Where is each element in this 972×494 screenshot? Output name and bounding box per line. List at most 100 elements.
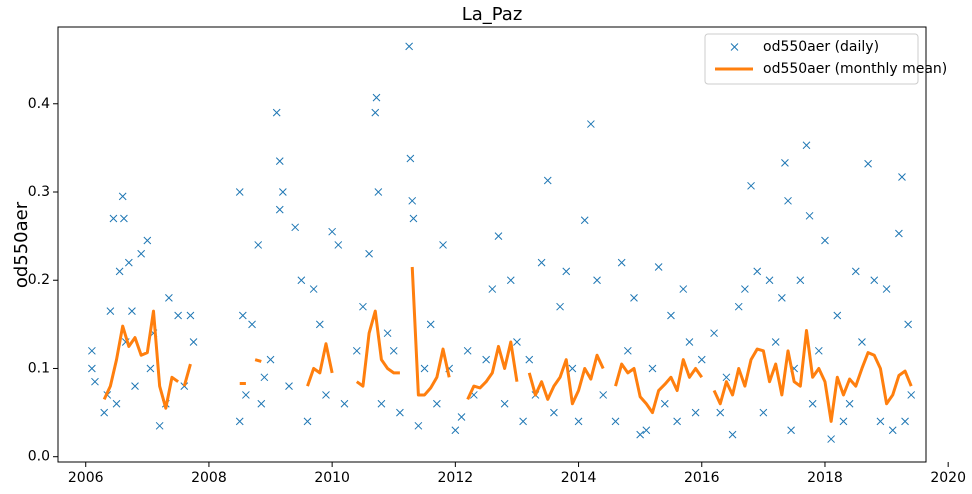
daily-marker bbox=[322, 391, 330, 399]
daily-marker bbox=[870, 276, 879, 285]
plot-frame bbox=[57, 26, 927, 463]
daily-marker bbox=[275, 205, 284, 214]
daily-marker bbox=[115, 267, 124, 276]
daily-marker bbox=[372, 93, 381, 102]
daily-marker bbox=[519, 417, 527, 426]
daily-marker bbox=[611, 417, 620, 426]
daily-marker bbox=[254, 241, 263, 249]
daily-marker bbox=[409, 214, 418, 223]
daily-marker bbox=[383, 329, 392, 338]
daily-marker bbox=[155, 421, 164, 430]
daily-marker bbox=[352, 346, 361, 355]
chart-title: La_Paz bbox=[462, 4, 523, 25]
daily-marker bbox=[506, 276, 515, 285]
daily-marker bbox=[494, 232, 503, 240]
daily-marker bbox=[898, 173, 906, 181]
daily-marker bbox=[805, 211, 814, 220]
daily-marker bbox=[297, 276, 306, 285]
daily-marker bbox=[309, 285, 318, 293]
daily-marker bbox=[365, 249, 373, 258]
daily-marker bbox=[371, 108, 380, 117]
daily-marker bbox=[374, 188, 383, 196]
daily-marker bbox=[131, 382, 139, 390]
daily-marker bbox=[235, 188, 244, 196]
daily-marker bbox=[88, 346, 96, 355]
daily-marker bbox=[260, 373, 269, 382]
x-tick-label: 2006 bbox=[68, 470, 104, 486]
daily-marker bbox=[882, 285, 891, 293]
daily-marker bbox=[303, 417, 312, 426]
daily-marker bbox=[406, 154, 415, 163]
daily-marker bbox=[808, 399, 817, 408]
daily-marker bbox=[279, 188, 287, 196]
y-tick-label: 0.3 bbox=[28, 184, 50, 200]
daily-marker bbox=[100, 408, 109, 417]
daily-marker bbox=[787, 426, 795, 435]
daily-marker bbox=[679, 285, 688, 293]
daily-marker bbox=[257, 399, 266, 408]
daily-marker bbox=[165, 294, 173, 302]
y-tick-label: 0.0 bbox=[28, 449, 50, 465]
daily-marker bbox=[128, 307, 136, 315]
daily-marker bbox=[174, 311, 182, 320]
daily-marker bbox=[904, 320, 912, 329]
daily-marker bbox=[396, 408, 404, 417]
daily-marker bbox=[285, 382, 293, 390]
daily-marker bbox=[389, 346, 398, 355]
daily-marker bbox=[747, 181, 755, 190]
daily-marker bbox=[587, 120, 595, 128]
daily-marker bbox=[439, 241, 447, 249]
daily-marker bbox=[593, 276, 601, 285]
y-tick-label: 0.2 bbox=[28, 272, 50, 288]
daily-marker bbox=[876, 417, 885, 426]
daily-marker bbox=[463, 346, 472, 355]
daily-marker bbox=[500, 399, 509, 408]
daily-marker bbox=[426, 320, 435, 329]
monthly-mean-line bbox=[102, 266, 913, 423]
daily-marker bbox=[648, 364, 657, 373]
daily-marker bbox=[420, 364, 429, 373]
daily-marker bbox=[765, 276, 774, 285]
daily-marker bbox=[451, 426, 460, 435]
daily-marker bbox=[106, 307, 115, 315]
daily-marker bbox=[728, 430, 737, 439]
daily-marker bbox=[242, 391, 250, 399]
daily-marker bbox=[580, 216, 589, 225]
daily-marker bbox=[291, 223, 300, 232]
x-tick-label: 2012 bbox=[438, 470, 474, 486]
daily-marker bbox=[568, 364, 577, 373]
legend-label: od550aer (daily) bbox=[763, 39, 879, 55]
daily-marker bbox=[623, 346, 632, 355]
daily-marker bbox=[238, 311, 247, 320]
daily-marker bbox=[802, 141, 811, 150]
daily-marker bbox=[433, 399, 441, 408]
daily-marker bbox=[864, 159, 872, 168]
daily-marker bbox=[895, 229, 903, 238]
daily-marker bbox=[562, 267, 571, 276]
daily-marker bbox=[685, 338, 694, 346]
daily-marker bbox=[858, 338, 866, 346]
y-tick-label: 0.4 bbox=[28, 96, 50, 112]
daily-marker bbox=[405, 42, 413, 51]
x-tick-label: 2014 bbox=[561, 470, 597, 486]
daily-marker bbox=[851, 267, 860, 276]
daily-marker bbox=[814, 346, 823, 355]
daily-marker bbox=[143, 236, 152, 245]
x-tick-label: 2020 bbox=[930, 470, 966, 486]
x-tick-label: 2010 bbox=[314, 470, 350, 486]
daily-marker bbox=[777, 294, 786, 302]
daily-marker bbox=[120, 214, 128, 223]
daily-marker bbox=[118, 192, 127, 201]
daily-marker bbox=[248, 320, 256, 329]
daily-marker bbox=[636, 430, 645, 439]
y-axis-label: od550aer bbox=[11, 201, 32, 288]
daily-marker bbox=[722, 373, 731, 382]
daily-marker bbox=[630, 294, 638, 302]
daily-marker bbox=[180, 382, 189, 390]
daily-marker bbox=[457, 413, 466, 421]
daily-marker bbox=[833, 311, 842, 320]
daily-marker bbox=[654, 263, 663, 271]
daily-marker bbox=[124, 258, 133, 267]
daily-marker bbox=[617, 258, 626, 267]
